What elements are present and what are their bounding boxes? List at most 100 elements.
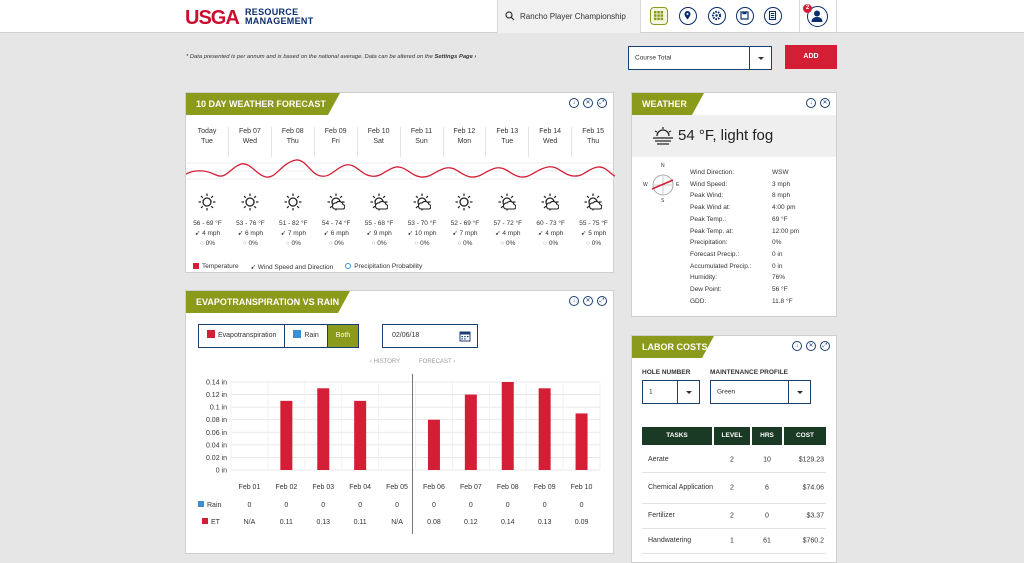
sun-icon [455, 193, 473, 211]
partly-cloudy-icon [584, 193, 603, 211]
save-disk-icon[interactable] [736, 7, 754, 25]
compass-w: W [643, 182, 648, 188]
forecast-dow: Thu [286, 138, 299, 145]
map-pin-icon[interactable] [679, 7, 697, 25]
rain-value-label: 0 [395, 502, 399, 509]
delete-icon[interactable]: ✕ [583, 296, 593, 306]
tab-rain[interactable]: Rain [285, 325, 328, 347]
logo-subtitle: RESOURCE MANAGEMENT [245, 7, 314, 26]
forecast-date: Feb 09 [324, 128, 347, 135]
weather-value: 3 mph [772, 180, 791, 188]
et-bar[interactable] [280, 400, 293, 470]
temperature-line [186, 159, 615, 180]
forecast-wind: ➹ 5 mph [580, 230, 607, 237]
et-bar[interactable] [354, 400, 367, 470]
search-value: Rancho Player Championship [520, 12, 626, 21]
tab-evapotranspiration[interactable]: Evapotranspiration [199, 325, 286, 347]
forecast-temp-range: 57 - 72 °F [493, 220, 523, 227]
task-level: 2 [730, 512, 734, 520]
precip-circle-icon: ○ [500, 240, 506, 247]
et-bar[interactable] [538, 388, 551, 470]
forecast-day-header: Feb 07 Wed [229, 127, 272, 157]
forecast-title: 10 DAY WEATHER FORECAST [186, 93, 340, 115]
x-category-label: Feb 06 [423, 484, 445, 491]
weather-value: WSW [772, 169, 789, 176]
forecast-precip: ○ 0% [543, 240, 559, 247]
weather-label: Wind Direction: [690, 169, 735, 176]
forecast-precip: ○ 0% [285, 240, 301, 247]
history-label[interactable]: ‹ HISTORY [370, 359, 401, 365]
expand-icon[interactable]: ⤢ [597, 98, 607, 108]
rain-value-label: 0 [358, 502, 362, 509]
legend-wind: ➹ Wind Speed and Direction [250, 264, 334, 271]
et-bar-chart: 0.14 in 0.12 in 0.1 in 0.08 in 0.06 in 0.04 i… [198, 374, 601, 534]
apps-grid-icon[interactable] [650, 7, 668, 25]
et-bar[interactable] [464, 394, 477, 470]
x-category-label: Feb 09 [534, 484, 556, 491]
settings-page-link[interactable]: Settings Page › [434, 54, 477, 60]
labor-table-row: Aerate 2 10 $129.23 [642, 448, 826, 473]
wind-arrow-icon: ➹ [407, 230, 415, 237]
compass-s: S [661, 198, 665, 204]
course-search[interactable]: Rancho Player Championship [497, 0, 641, 33]
et-bar[interactable] [317, 388, 330, 470]
compass-n: N [661, 163, 665, 169]
weather-value: 56 °F [772, 286, 788, 293]
weather-label: Peak Temp. at: [690, 227, 734, 235]
rain-value-label: 0 [432, 502, 436, 509]
course-total-select[interactable]: Course Total [628, 46, 772, 70]
et-value-label: 0.13 [538, 519, 552, 526]
download-icon[interactable]: ↓ [792, 341, 802, 351]
y-tick-label: 0.14 in [206, 380, 227, 387]
partly-cloudy-icon [327, 193, 345, 211]
expand-icon[interactable]: ⤢ [820, 341, 830, 351]
data-note: * Data presented is per annum and is bas… [186, 54, 477, 60]
forecast-label[interactable]: FORECAST › [419, 359, 456, 365]
user-avatar-icon [807, 6, 828, 27]
forecast-day-header: Feb 12 Mon [443, 127, 487, 157]
et-value-label: 0.11 [354, 519, 367, 526]
usga-logo[interactable]: USGA [185, 7, 240, 29]
forecast-day-detail: 53 - 70 °F ➹ 10 mph ○ 0% [401, 219, 444, 249]
et-value-label: 0.14 [501, 519, 515, 526]
forecast-date: Feb 15 [582, 128, 604, 135]
download-icon[interactable]: ↓ [806, 98, 816, 108]
hole-number-select[interactable]: 1 [642, 380, 700, 404]
precip-circle-icon: ○ [414, 240, 421, 247]
tab-both[interactable]: Both [327, 325, 359, 347]
et-bar[interactable] [575, 413, 588, 470]
reports-list-icon[interactable] [764, 7, 782, 25]
date-picker[interactable]: 02/06/18 [382, 324, 478, 348]
expand-icon[interactable]: ⤢ [597, 296, 607, 306]
download-icon[interactable]: ↓ [569, 98, 579, 108]
task-name: Fertilizer [648, 512, 675, 519]
weather-label: Peak Temp.: [690, 215, 727, 223]
user-avatar-button[interactable]: 2 [799, 0, 837, 33]
et-bar[interactable] [427, 419, 440, 470]
et-bar[interactable] [501, 382, 514, 470]
precip-circle-icon: ○ [199, 240, 206, 247]
settings-gear-icon[interactable] [708, 7, 726, 25]
forecast-temp-range: 56 - 69 °F [193, 220, 222, 227]
delete-icon[interactable]: ✕ [583, 98, 593, 108]
labor-panel: LABOR COSTS ↓ ✕ ⤢ [631, 335, 837, 563]
task-level: 2 [730, 456, 734, 464]
weather-value: 11.8 °F [772, 297, 793, 305]
weather-label: GDD: [690, 297, 707, 305]
forecast-precip: ○ 0% [328, 240, 344, 247]
delete-icon[interactable]: ✕ [820, 98, 830, 108]
weather-label: Accumulated Precip.: [690, 262, 752, 270]
labor-table-row: Handwatering 1 61 $760.2 [642, 529, 826, 554]
profile-select[interactable]: Green [710, 380, 811, 404]
forecast-temp-range: 54 - 74 °F [321, 220, 351, 227]
weather-value: 8 mph [772, 192, 791, 200]
download-icon[interactable]: ↓ [569, 296, 579, 306]
calendar-icon[interactable] [459, 330, 471, 342]
forecast-day-detail: 56 - 69 °F ➹ 4 mph ○ 0% [186, 219, 229, 249]
add-button[interactable]: ADD [785, 45, 837, 69]
forecast-date: Feb 12 [453, 128, 476, 135]
rain-row-label: Rain [207, 502, 222, 509]
forecast-date: Today [197, 128, 217, 135]
sun-icon [198, 193, 216, 211]
delete-icon[interactable]: ✕ [806, 341, 816, 351]
